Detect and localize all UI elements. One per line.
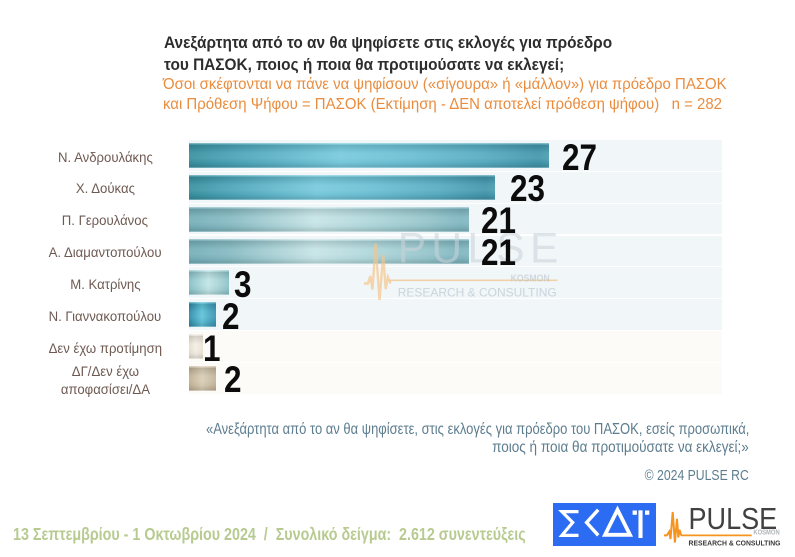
- svg-text:RESEARCH & CONSULTING: RESEARCH & CONSULTING: [689, 538, 781, 547]
- svg-text:PULSE: PULSE: [689, 501, 778, 536]
- svg-text:KOSMON: KOSMON: [753, 530, 779, 537]
